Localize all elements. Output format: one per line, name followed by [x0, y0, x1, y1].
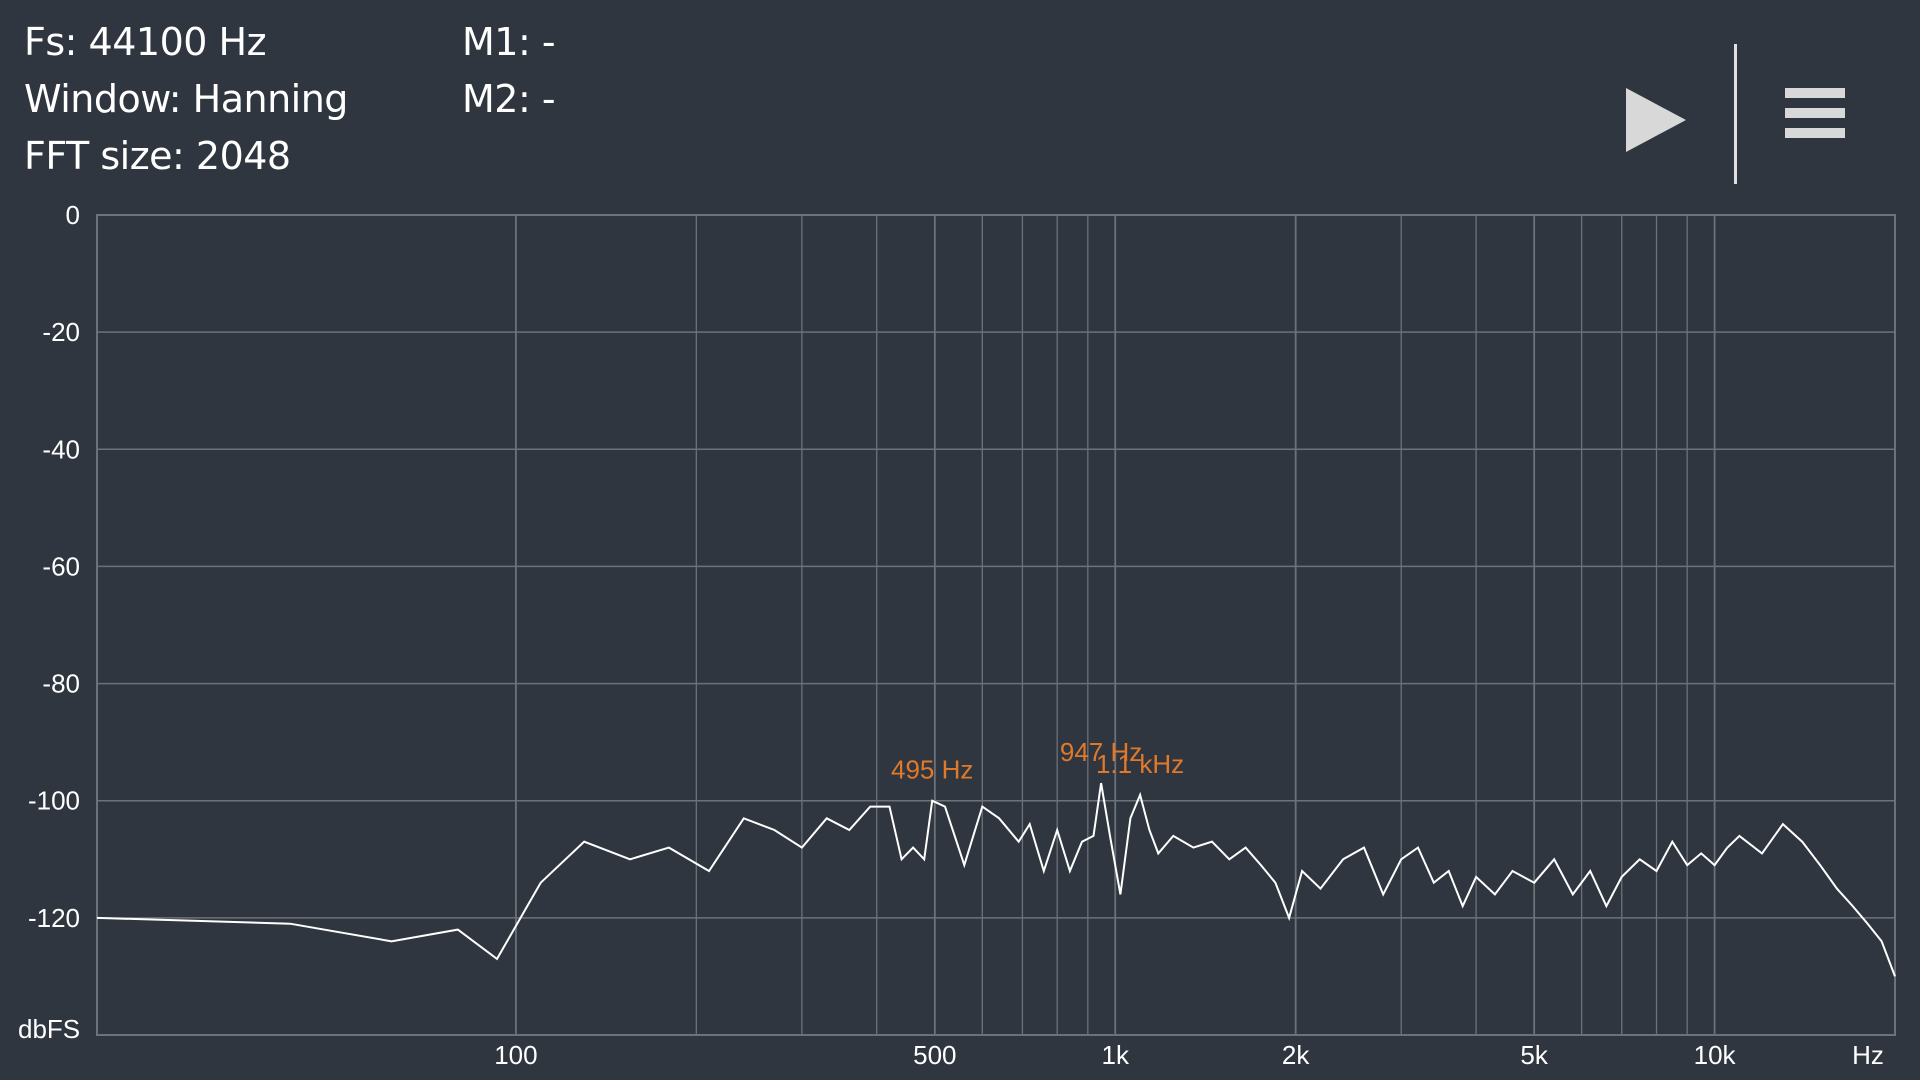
spectrum-trace [96, 782, 1896, 977]
marker-2-label: M2: - [462, 77, 556, 121]
play-icon [1626, 88, 1686, 152]
x-tick-label: 1k [1102, 1040, 1130, 1070]
x-axis-unit-label: Hz [1852, 1040, 1884, 1070]
marker-info: M1: - M2: - [462, 14, 556, 128]
y-tick-label: -60 [42, 551, 80, 581]
y-tick-label: -40 [42, 434, 80, 464]
y-tick-label: -120 [28, 903, 80, 933]
x-tick-label: 100 [494, 1040, 537, 1070]
x-tick-label: 10k [1694, 1040, 1737, 1070]
marker-1-label: M1: - [462, 20, 556, 64]
x-axis-ticks: 100 500 1k 2k 5k 10k [494, 1040, 1736, 1070]
peak-labels: 495 Hz 947 Hz1.1 kHz [891, 737, 1184, 785]
menu-button[interactable] [1780, 82, 1850, 152]
x-tick-label: 5k [1520, 1040, 1548, 1070]
sample-rate-label: Fs: 44100 Hz [24, 20, 267, 64]
y-tick-label: -20 [42, 317, 80, 347]
peak-label: 495 Hz [891, 755, 973, 785]
y-tick-label: -100 [28, 786, 80, 816]
x-tick-label: 2k [1282, 1040, 1310, 1070]
plot-frame [96, 214, 1896, 1036]
settings-info: Fs: 44100 Hz Window: Hanning FFT size: 2… [24, 14, 348, 185]
y-tick-label: 0 [66, 200, 80, 230]
x-tick-label: 500 [913, 1040, 956, 1070]
peak-label: 947 Hz [1060, 737, 1142, 767]
hamburger-menu-icon [1785, 88, 1845, 138]
chart-grid [97, 214, 1896, 1035]
y-axis-label: dbFS [18, 1014, 80, 1044]
y-axis-ticks: 0 -20 -40 -60 -80 -100 -120 [28, 200, 80, 933]
fft-size-label: FFT size: 2048 [24, 134, 291, 178]
peak-label: 1.1 kHz [1096, 749, 1184, 779]
play-button[interactable] [1610, 80, 1690, 160]
toolbar-divider [1734, 44, 1737, 184]
y-tick-label: -80 [42, 669, 80, 699]
window-label: Window: Hanning [24, 77, 348, 121]
